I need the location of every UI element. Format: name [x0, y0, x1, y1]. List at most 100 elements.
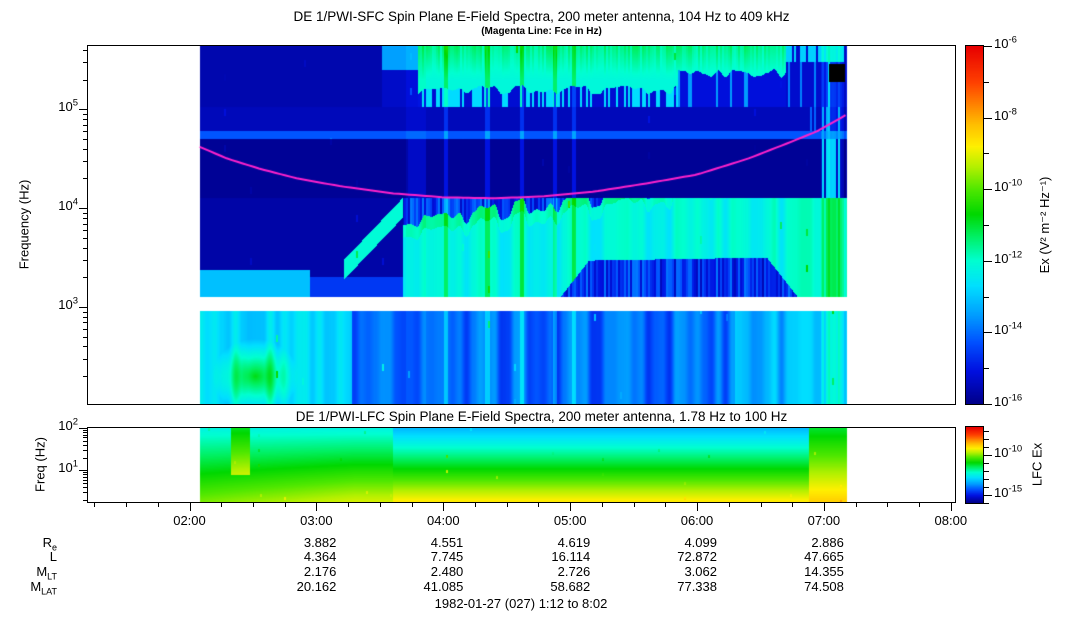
ephemeris-value: 7.745	[430, 549, 464, 564]
colorbar-tick-label: 10-6	[994, 34, 1017, 51]
y-axis-minor-tick	[83, 311, 87, 313]
y-axis-minor-tick	[83, 259, 87, 261]
y-axis-minor-tick	[83, 161, 87, 162]
y-axis-minor-tick	[83, 432, 87, 434]
colorbar-minor-tick	[984, 487, 989, 488]
ephemeris-value: 4.364	[303, 549, 337, 564]
y-axis-minor-tick	[83, 277, 87, 279]
colorbar-minor-tick	[984, 296, 989, 298]
sfc-panel-subtitle: (Magenta Line: Fce in Hz)	[481, 26, 602, 37]
ephemeris-value: 2.726	[557, 564, 591, 579]
y-axis-minor-tick	[83, 139, 87, 141]
y-axis-minor-tick	[83, 124, 87, 126]
x-axis-minor-tick	[348, 503, 350, 507]
colorbar-major-tick	[984, 332, 992, 334]
colorbar-tick-label: 10-8	[994, 106, 1017, 123]
colorbar-tick-label: 10-12	[994, 249, 1023, 266]
time-range-footer: 1982-01-27 (027) 1:12 to 8:02	[434, 596, 608, 611]
colorbar-tick-label: 10-14	[994, 321, 1023, 338]
y-axis-minor-tick	[83, 457, 87, 459]
colorbar-major-tick	[984, 495, 992, 496]
x-axis-minor-tick	[284, 503, 286, 507]
y-axis-minor-tick	[83, 479, 87, 481]
x-axis-minor-tick	[538, 503, 540, 507]
colorbar-major-tick	[984, 455, 992, 456]
colorbar-minor-tick	[984, 81, 989, 83]
sfc-colorbar	[966, 46, 983, 404]
x-axis-minor-tick	[728, 503, 730, 507]
y-axis-minor-tick	[83, 358, 87, 360]
lfc-panel-title: DE 1/PWI-LFC Spin Plane E-Field Spectra,…	[295, 409, 788, 424]
y-axis-minor-tick	[83, 437, 87, 439]
ephemeris-row-label: MLT	[36, 564, 57, 582]
ephemeris-value: 20.162	[296, 579, 337, 594]
ephemeris-value: 2.886	[811, 535, 844, 550]
ephemeris-value: 16.114	[551, 549, 591, 564]
x-axis-minor-tick	[919, 503, 921, 507]
x-tick-label: 03:00	[300, 513, 333, 528]
y-axis-minor-tick	[83, 322, 87, 324]
x-axis-major-tick	[316, 503, 318, 511]
x-axis-minor-tick	[633, 503, 635, 507]
y-axis-minor-tick	[83, 230, 87, 232]
colorbar-tick-label: 10-10	[994, 177, 1023, 195]
ephemeris-value: 4.619	[557, 535, 591, 550]
colorbar-major-tick	[984, 46, 992, 47]
x-axis-minor-tick	[94, 503, 96, 507]
x-axis-major-tick	[189, 503, 191, 511]
lfc-colorbar	[966, 427, 983, 503]
y-axis-minor-tick	[83, 429, 87, 431]
y-tick-label: 102	[58, 416, 78, 433]
x-axis-major-tick	[823, 503, 825, 511]
ephemeris-value: 14.355	[804, 564, 844, 579]
y-axis-minor-tick	[83, 178, 87, 180]
ephemeris-value: 3.882	[303, 535, 337, 550]
colorbar-minor-tick	[984, 225, 989, 226]
ephemeris-value: 58.682	[550, 579, 591, 594]
x-axis-minor-tick	[792, 503, 794, 507]
ephemeris-value: 77.338	[677, 579, 717, 594]
colorbar-tick-label: 10-10	[994, 443, 1023, 460]
y-tick-label: 105	[58, 97, 78, 115]
colorbar-minor-tick	[984, 368, 989, 370]
x-axis-minor-tick	[506, 503, 508, 507]
y-axis-minor-tick	[83, 148, 87, 150]
ephemeris-value: 41.085	[423, 579, 464, 594]
x-axis-major-tick	[443, 503, 445, 511]
lfc-spectrogram-canvas	[88, 428, 955, 502]
x-axis-minor-tick	[475, 503, 476, 507]
x-axis-minor-tick	[887, 503, 889, 507]
x-axis-minor-tick	[601, 503, 603, 507]
colorbar-minor-tick	[984, 153, 989, 155]
y-axis-minor-tick	[83, 450, 87, 452]
ephemeris-value: 47.665	[804, 549, 844, 564]
y-axis-minor-tick	[83, 434, 87, 436]
ephemeris-value: 2.176	[303, 564, 337, 579]
x-tick-label: 02:00	[173, 513, 206, 528]
ephemeris-row-label: MLAT	[30, 579, 57, 597]
x-axis-minor-tick	[379, 503, 381, 507]
y-axis-minor-tick	[83, 79, 87, 81]
colorbar-major-tick	[984, 260, 992, 262]
y-axis-major-tick	[79, 109, 87, 111]
ephemeris-value: 4.099	[684, 535, 717, 550]
y-axis-minor-tick	[83, 238, 87, 239]
colorbar-minor-tick	[984, 471, 989, 472]
y-axis-minor-tick	[83, 440, 87, 442]
y-axis-minor-tick	[83, 223, 87, 225]
y-axis-minor-tick	[83, 474, 87, 476]
y-axis-minor-tick	[83, 329, 87, 330]
x-axis-minor-tick	[760, 503, 762, 507]
colorbar-minor-tick	[984, 479, 989, 480]
x-axis-minor-tick	[855, 503, 857, 507]
ephemeris-value: 4.551	[430, 535, 464, 550]
y-axis-major-tick	[79, 307, 87, 309]
colorbar-major-tick	[984, 404, 992, 405]
y-axis-minor-tick	[83, 217, 87, 219]
y-tick-label: 104	[58, 196, 78, 214]
x-axis-minor-tick	[126, 503, 128, 507]
ephemeris-value: 74.508	[804, 579, 844, 594]
colorbar-tick-label: 10-16	[994, 392, 1023, 409]
y-axis-minor-tick	[83, 499, 87, 501]
